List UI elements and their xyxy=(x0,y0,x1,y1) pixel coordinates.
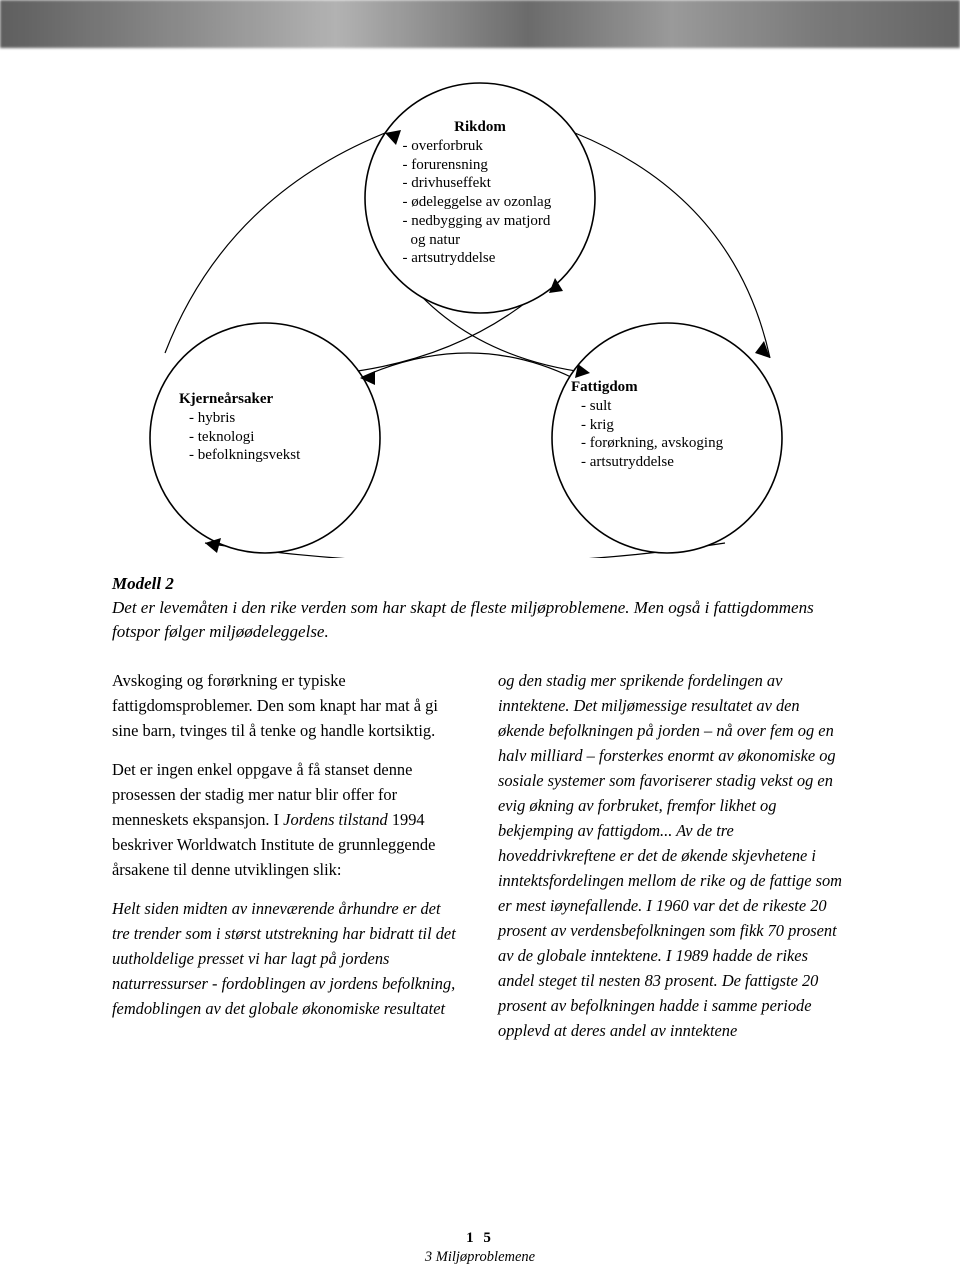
list-item: artsutryddelse xyxy=(581,453,801,472)
node-fattigdom-title: Fattigdom xyxy=(571,378,801,397)
body-columns: Avskoging og forørkning er typiske fatti… xyxy=(112,669,848,1043)
list-item: nedbygging av matjord og natur xyxy=(403,212,568,250)
list-item: hybris xyxy=(189,409,379,428)
list-item: drivhuseffekt xyxy=(403,174,568,193)
chapter-label: 3 Miljøproblemene xyxy=(0,1249,960,1266)
page-number: 1 5 xyxy=(0,1230,960,1247)
paragraph: Det er ingen enkel oppgave å få stanset … xyxy=(112,758,462,883)
node-kjernearsaker: Kjerneårsaker hybris teknologi befolknin… xyxy=(179,390,379,465)
list-item: overforbruk xyxy=(403,137,568,156)
page-footer: 1 5 3 Miljøproblemene xyxy=(0,1230,960,1266)
book-title: Jordens tilstand xyxy=(283,810,388,829)
list-item: sult xyxy=(581,397,801,416)
node-rikdom-title: Rikdom xyxy=(393,118,568,137)
list-item: ødeleggelse av ozonlag xyxy=(403,193,568,212)
list-item: artsutryddelse xyxy=(403,249,568,268)
node-fattigdom: Fattigdom sult krig forørkning, avskogin… xyxy=(571,378,801,472)
list-item: forurensning xyxy=(403,156,568,175)
figure-caption: Modell 2 Det er levemåten i den rike ver… xyxy=(112,572,832,643)
paragraph: Avskoging og forørkning er typiske fatti… xyxy=(112,669,462,744)
node-kjernearsaker-title: Kjerneårsaker xyxy=(179,390,379,409)
model-diagram: Rikdom overforbruk forurensning drivhuse… xyxy=(115,78,845,558)
list-item: krig xyxy=(581,416,801,435)
list-item: forørkning, avskoging xyxy=(581,434,801,453)
header-photo xyxy=(0,0,960,48)
node-rikdom: Rikdom overforbruk forurensning drivhuse… xyxy=(393,118,568,268)
caption-title: Modell 2 xyxy=(112,572,832,596)
list-item: befolkningsvekst xyxy=(189,446,379,465)
list-item: teknologi xyxy=(189,428,379,447)
caption-text: Det er levemåten i den rike verden som h… xyxy=(112,598,814,641)
